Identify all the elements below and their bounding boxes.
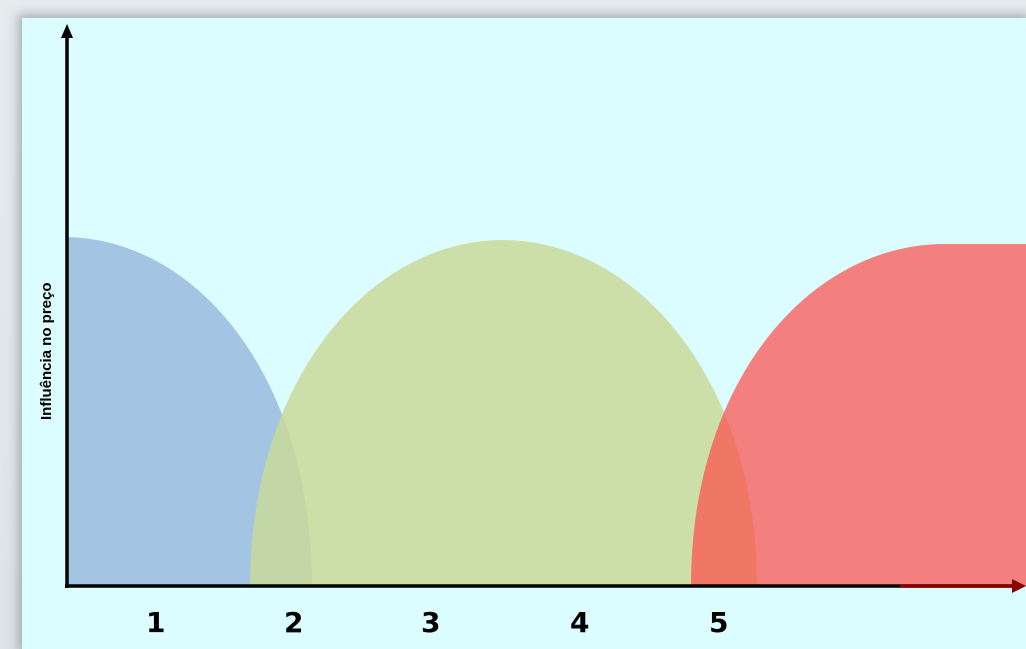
y-axis-arrow: [61, 24, 73, 38]
x-tick-label-5: 5: [709, 606, 728, 639]
region-blue: [67, 237, 312, 586]
x-tick-label-2: 2: [284, 606, 303, 639]
x-axis-arrow: [1012, 579, 1026, 593]
x-tick-label-3: 3: [421, 606, 440, 639]
region-red: [691, 244, 1026, 586]
y-axis-label: Influência no preço: [38, 282, 55, 420]
x-tick-label-4: 4: [570, 606, 589, 639]
x-tick-label-1: 1: [146, 606, 165, 639]
region-green: [250, 240, 757, 586]
